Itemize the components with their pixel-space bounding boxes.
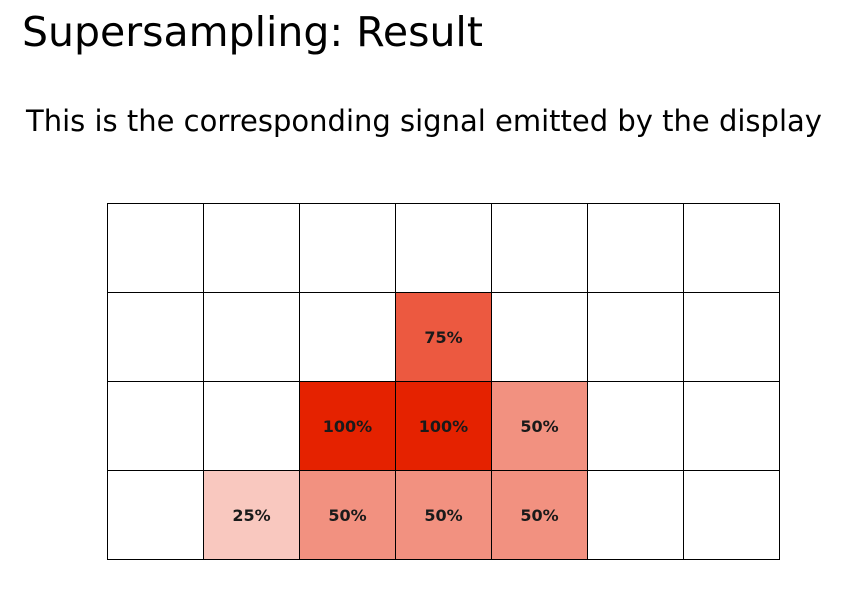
pixel-cell: [684, 471, 780, 560]
pixel-cell: 75%: [396, 293, 492, 382]
coverage-label: 75%: [424, 327, 463, 347]
pixel-cell: [588, 471, 684, 560]
pixel-cell: 100%: [300, 382, 396, 471]
pixel-cell: [204, 382, 300, 471]
pixel-cell: [588, 382, 684, 471]
pixel-cell: [492, 293, 588, 382]
pixel-cell: [108, 204, 204, 293]
pixel-cell: [204, 293, 300, 382]
pixel-cell: [300, 204, 396, 293]
pixel-cell: [204, 204, 300, 293]
coverage-label: 50%: [424, 505, 463, 525]
slide-title: Supersampling: Result: [22, 8, 483, 56]
pixel-cell: [108, 471, 204, 560]
pixel-cell: [396, 204, 492, 293]
pixel-cell: [300, 293, 396, 382]
coverage-label: 50%: [328, 505, 367, 525]
pixel-cell: [588, 204, 684, 293]
slide-subtitle: This is the corresponding signal emitted…: [26, 104, 822, 138]
pixel-cell: 50%: [492, 471, 588, 560]
coverage-label: 50%: [520, 416, 559, 436]
pixel-cell: [684, 382, 780, 471]
coverage-label: 25%: [232, 505, 271, 525]
pixel-cell: [684, 293, 780, 382]
pixel-cell: 25%: [204, 471, 300, 560]
pixel-cell: [684, 204, 780, 293]
pixel-cell: 50%: [300, 471, 396, 560]
pixel-cell: 50%: [396, 471, 492, 560]
pixel-cell: [588, 293, 684, 382]
coverage-label: 100%: [322, 416, 373, 436]
pixel-cell: [108, 382, 204, 471]
pixel-cell: 100%: [396, 382, 492, 471]
coverage-label: 100%: [418, 416, 469, 436]
pixel-grid: 75% 100% 100% 50% 25% 50% 50% 50%: [107, 203, 780, 560]
pixel-cell: [108, 293, 204, 382]
pixel-cell: [492, 204, 588, 293]
coverage-label: 50%: [520, 505, 559, 525]
pixel-cell: 50%: [492, 382, 588, 471]
